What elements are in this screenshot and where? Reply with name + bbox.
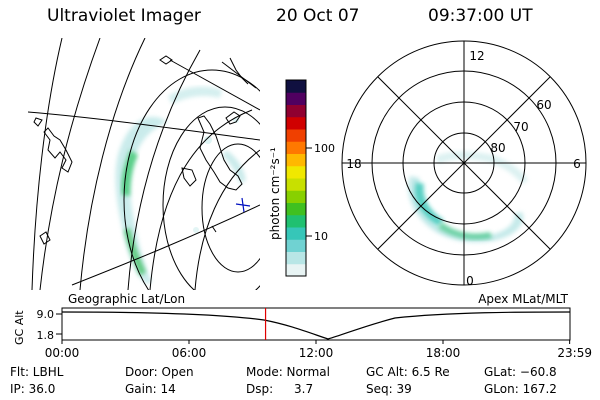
timeline-x-ticks: 00:00 06:00 12:00 18:00 23:59 <box>45 340 592 360</box>
filter-info: Flt: LBHL <box>10 365 64 379</box>
alt-tick-high: 9.0 <box>37 308 55 321</box>
polar-aurora <box>408 151 528 243</box>
colorbar-band <box>286 227 306 240</box>
dsp-value: 3.7 <box>294 382 314 396</box>
mlt-12-label: 12 <box>469 49 484 63</box>
subsolar-marker <box>235 197 251 213</box>
colorbar-band <box>286 80 306 93</box>
colorbar-band <box>286 263 306 277</box>
gc-alt-info: GC Alt: 6.5 Re <box>366 365 450 379</box>
header: Ultraviolet Imager 20 Oct 07 09:37:00 UT <box>0 6 600 32</box>
date-label: 20 Oct 07 <box>276 6 360 26</box>
door-info: Door: Open <box>125 365 194 379</box>
polar-panel-label: Apex MLat/MLT <box>478 292 568 306</box>
geographic-panel <box>28 38 260 290</box>
mlt-18-label: 18 <box>346 157 361 171</box>
x-tick-label: 12:00 <box>299 346 334 360</box>
glon-info: GLon: 167.2 <box>484 382 557 396</box>
x-tick-label: 18:00 <box>426 346 461 360</box>
colorbar-band <box>286 202 306 216</box>
mlt-0-label: 0 <box>466 274 474 288</box>
alt-tick-low: 1.8 <box>37 329 55 342</box>
instrument-title: Ultraviolet Imager <box>47 6 201 26</box>
x-tick-label: 00:00 <box>45 346 80 360</box>
colorbar-band <box>286 165 306 179</box>
colorbar-band <box>286 239 306 252</box>
x-tick-label: 23:59 <box>557 346 592 360</box>
dsp-label: Dsp: <box>246 382 274 396</box>
colorbar-band <box>286 153 306 167</box>
colorbar-band <box>286 129 306 142</box>
colorbar-tick-100: 100 <box>314 142 335 155</box>
mlat-70-label: 70 <box>513 120 528 134</box>
geo-grid <box>28 38 260 290</box>
colorbar: 100 10 photon cm⁻²s⁻¹ <box>268 79 335 277</box>
colorbar-band <box>286 104 306 118</box>
glat-info: GLat: −60.8 <box>484 365 557 379</box>
mode-info: Mode: Normal <box>246 365 330 379</box>
colorbar-gradient <box>286 80 306 277</box>
x-tick-label: 06:00 <box>172 346 207 360</box>
ip-info: IP: 36.0 <box>10 382 56 396</box>
colorbar-band <box>286 251 306 265</box>
geo-panel-label: Geographic Lat/Lon <box>68 292 185 306</box>
mlat-80-label: 80 <box>490 141 505 155</box>
polar-grid <box>341 40 587 286</box>
colorbar-band <box>286 141 306 154</box>
colorbar-unit-label: photon cm⁻²s⁻¹ <box>268 147 282 240</box>
timeline-ylabel: GC Alt <box>13 310 26 345</box>
colorbar-band <box>286 190 306 203</box>
colorbar-band <box>286 92 306 105</box>
colorbar-band <box>286 214 306 228</box>
mlat-60-label: 60 <box>536 98 551 112</box>
colorbar-band <box>286 116 306 130</box>
timeline: 9.0 1.8 GC Alt 00:00 06:00 12:00 18:00 23:59 <box>13 307 592 360</box>
polar-panel: 12 18 6 0 60 70 80 <box>341 40 587 288</box>
colorbar-band <box>286 178 306 191</box>
geo-coastlines <box>33 55 249 245</box>
gain-info: Gain: 14 <box>125 382 176 396</box>
colorbar-tick-10: 10 <box>314 230 328 243</box>
mlt-6-label: 6 <box>573 157 581 171</box>
time-label: 09:37:00 UT <box>428 6 533 26</box>
altitude-curve <box>61 311 571 340</box>
seq-info: Seq: 39 <box>366 382 412 396</box>
